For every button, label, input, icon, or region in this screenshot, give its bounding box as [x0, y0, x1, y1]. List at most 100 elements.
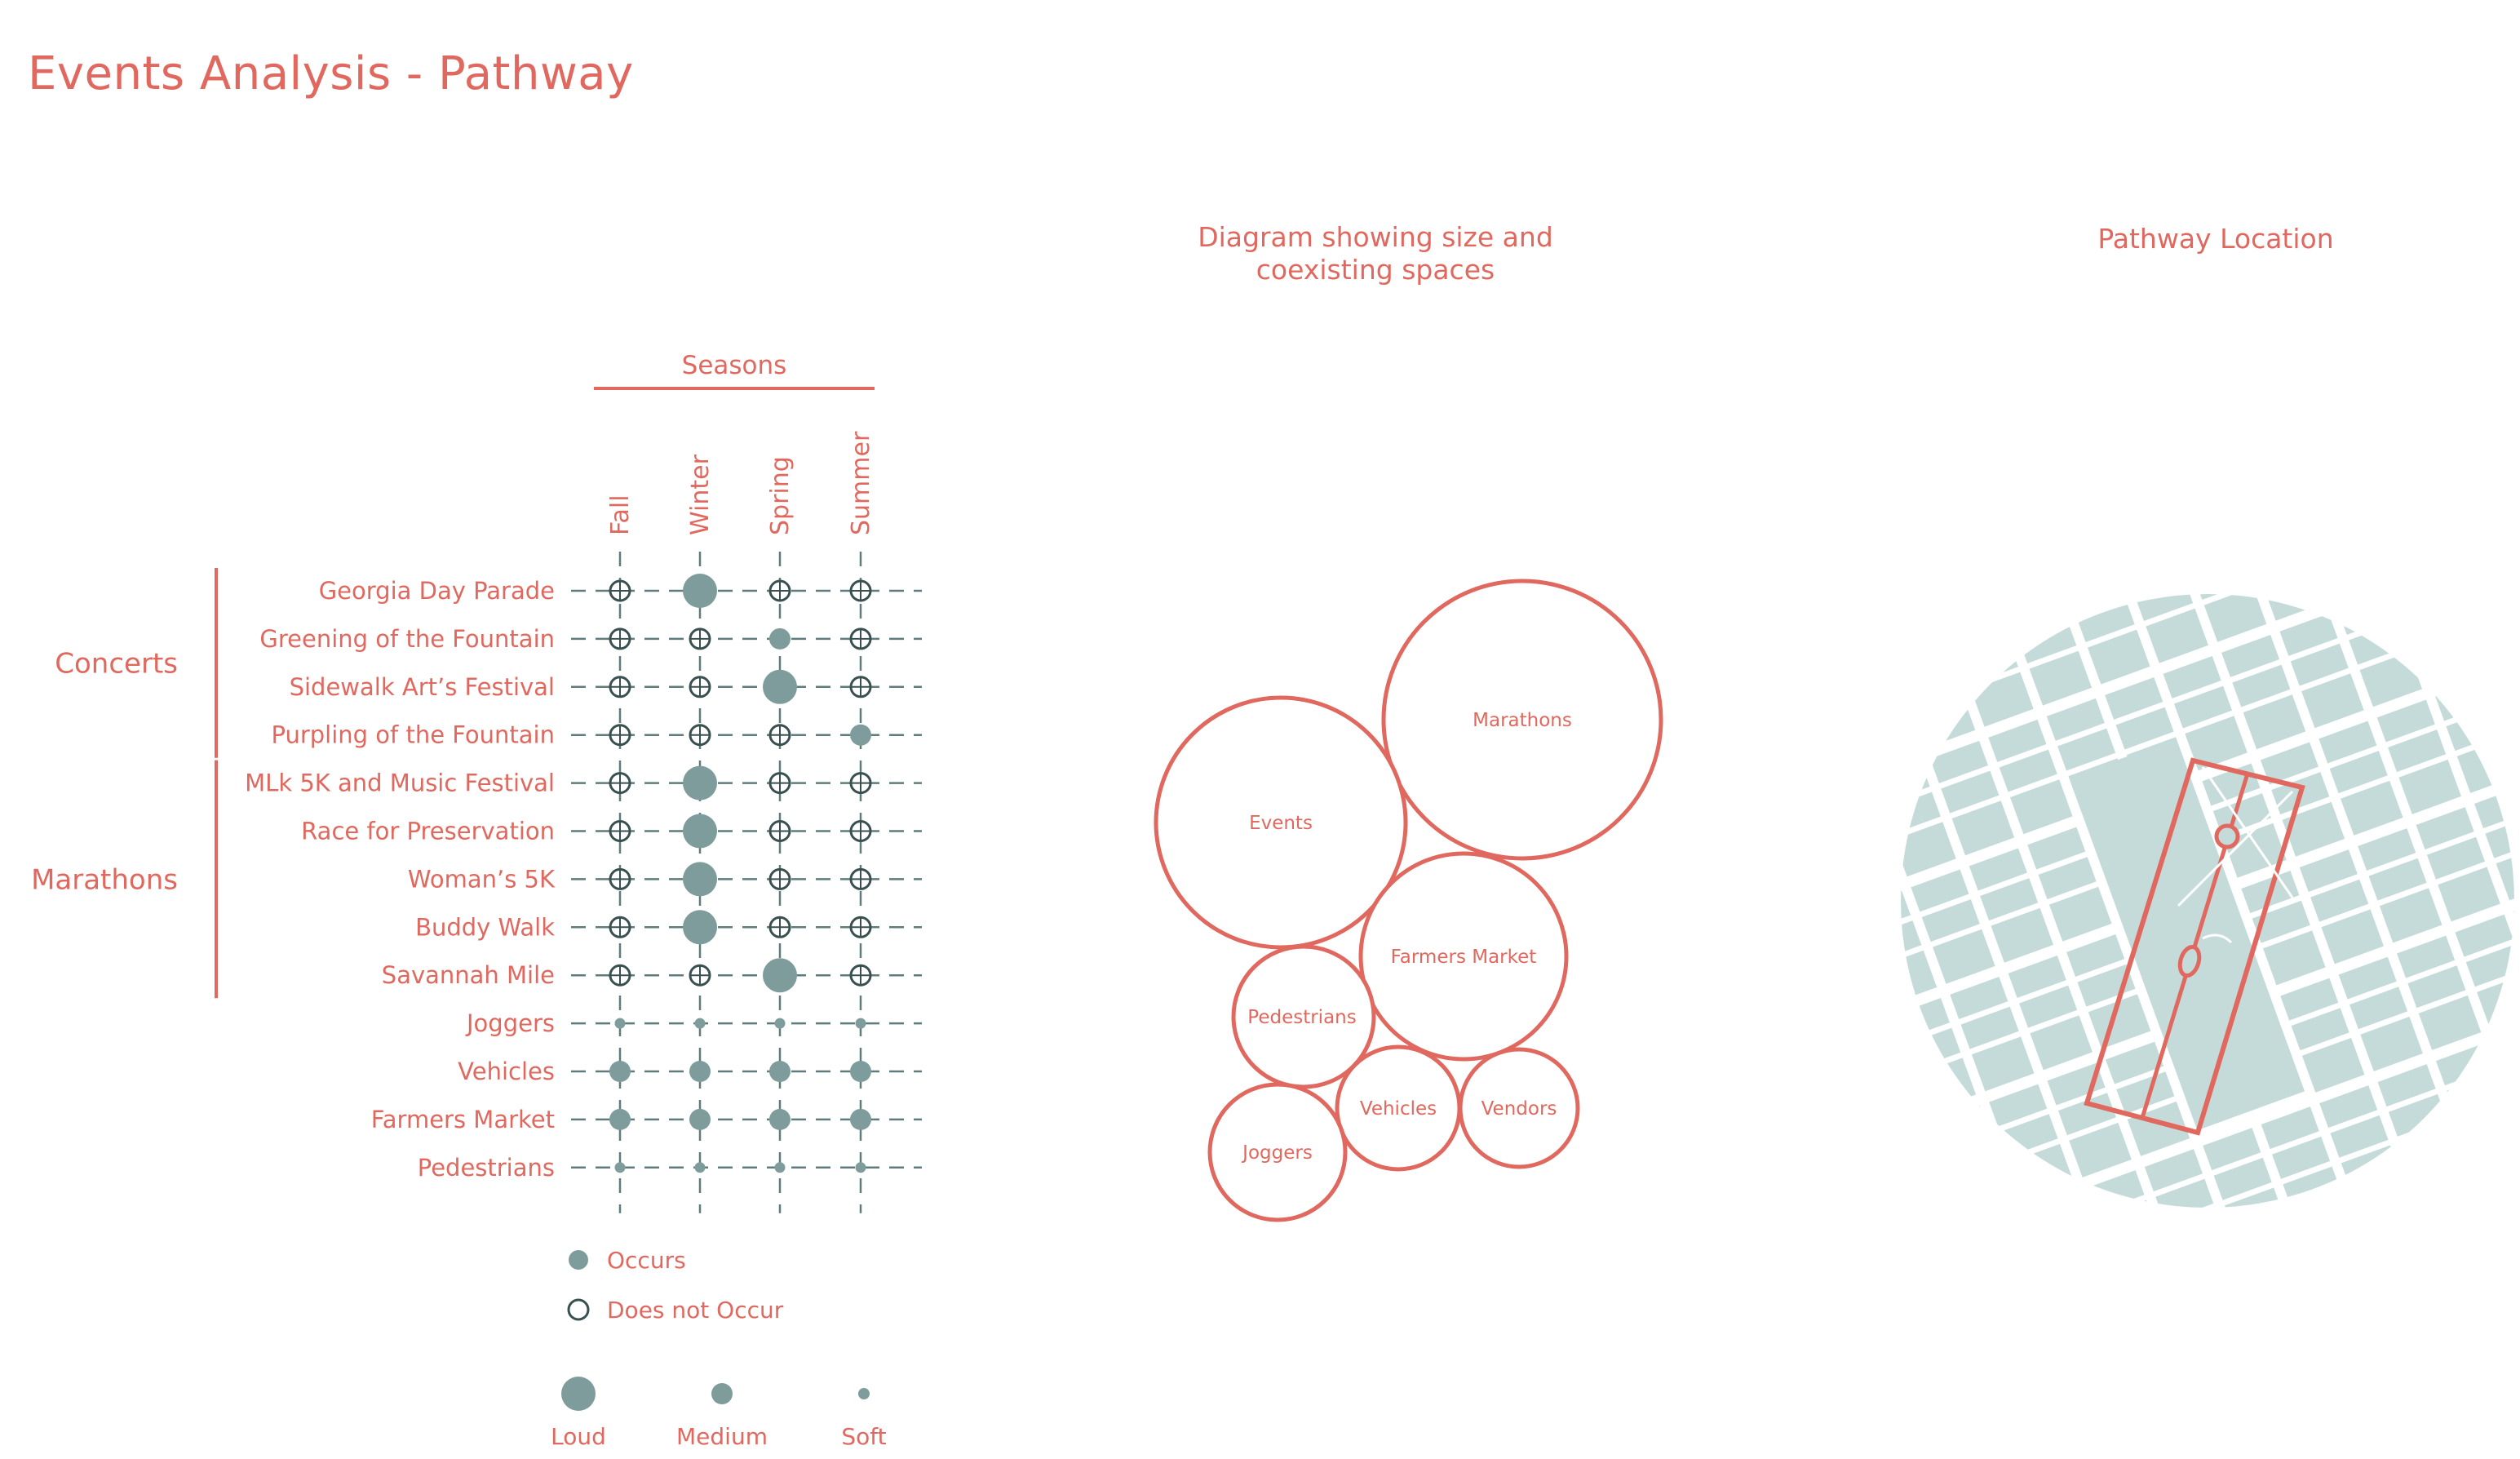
city-block — [1774, 676, 1832, 718]
row-label: Sidewalk Art’s Festival — [290, 673, 555, 701]
row-label: Pedestrians — [418, 1154, 555, 1182]
city-block — [2097, 1200, 2155, 1208]
city-block — [2358, 828, 2416, 871]
city-block — [2319, 1085, 2378, 1129]
city-block — [1980, 878, 2039, 921]
city-block — [1969, 848, 2027, 891]
city-block — [2007, 594, 2066, 634]
city-block — [1988, 719, 2047, 762]
bubble-marathons — [1381, 579, 1663, 861]
city-block — [1775, 1040, 1833, 1083]
city-block — [2221, 634, 2280, 677]
city-block — [2010, 779, 2073, 835]
city-block — [2418, 995, 2482, 1050]
row-label: MLk 5K and Music Festival — [245, 769, 555, 797]
city-block — [1970, 1213, 2028, 1255]
city-block — [1853, 1255, 1911, 1297]
city-block — [2243, 694, 2306, 750]
events-season-matrix: Seasons Fall Winter Spring Summer Concerts M… — [31, 351, 922, 1213]
city-block — [1981, 1243, 2039, 1285]
city-block — [1888, 1350, 1946, 1393]
city-block — [2088, 994, 2151, 1049]
row-label: Race for Preservation — [301, 818, 555, 845]
bubble-joggers — [1207, 1082, 1348, 1222]
city-block — [1786, 706, 1844, 748]
city-block — [1836, 843, 1898, 898]
does-not-occur-legend-marker — [567, 1298, 590, 1321]
city-block — [2513, 529, 2520, 571]
city-block — [2349, 987, 2408, 1030]
city-block — [1901, 685, 1902, 727]
city-block — [2291, 1008, 2349, 1051]
city-block — [2155, 1178, 2214, 1208]
city-block — [2261, 1106, 2319, 1150]
city-block — [2050, 1251, 2108, 1293]
city-block — [2310, 879, 2369, 922]
city-block — [1902, 663, 1960, 706]
city-block — [2310, 515, 2367, 557]
city-block — [1708, 856, 1766, 898]
city-block — [2379, 524, 2442, 579]
city-block — [1814, 1148, 1872, 1191]
city-block — [2252, 900, 2310, 943]
city-block — [2066, 934, 2125, 978]
city-blocks — [1658, 515, 2520, 1393]
city-block — [1824, 814, 1882, 856]
season-label-winter: Winter — [686, 454, 715, 535]
medium-legend-marker — [711, 1383, 733, 1404]
city-block — [1901, 920, 1922, 964]
bubble-events — [1154, 695, 1408, 950]
city-block — [2301, 673, 2364, 729]
city-block — [1747, 963, 1805, 1005]
cell-occurs-soft — [614, 1018, 626, 1029]
city-block — [2513, 893, 2514, 936]
city-block — [1991, 907, 2054, 963]
city-block — [1658, 718, 1716, 761]
row-label: Woman’s 5K — [408, 865, 556, 893]
cell-occurs-medium — [609, 1061, 631, 1082]
city-block — [2438, 867, 2500, 922]
city-block — [2004, 1308, 2062, 1350]
city-block — [1989, 1084, 2048, 1127]
city-block — [1949, 612, 2008, 655]
city-block — [2388, 1093, 2447, 1137]
city-block — [2379, 888, 2442, 943]
city-block — [1911, 1234, 1969, 1276]
city-block — [2163, 655, 2221, 698]
city-block — [1797, 1100, 1860, 1155]
city-block — [1946, 1329, 2004, 1372]
city-block — [2354, 1180, 2412, 1208]
bubble-diagram-title-line2: coexisting spaces — [1256, 254, 1495, 286]
city-block — [2416, 807, 2474, 850]
legend-loud: Loud — [551, 1423, 606, 1450]
city-block — [1864, 1285, 1922, 1328]
bubble-diagram-title-line1: Diagram showing size and — [1198, 221, 1553, 253]
city-block — [1901, 714, 1917, 769]
city-block — [2027, 827, 2086, 870]
city-block — [1805, 942, 1863, 984]
city-block — [2397, 935, 2456, 978]
cell-occurs-soft — [774, 1018, 786, 1029]
bubble-vendors — [1458, 1047, 1580, 1169]
city-block — [2108, 1230, 2166, 1272]
cell-occurs-soft — [774, 1162, 786, 1173]
city-block — [2321, 909, 2384, 965]
city-block — [1836, 1208, 1899, 1262]
city-block — [2330, 1115, 2389, 1158]
bubble-pedestrians — [1231, 944, 1376, 1089]
city-block — [2062, 1287, 2120, 1329]
city-block — [1901, 1049, 1902, 1092]
city-block — [2203, 594, 2267, 642]
city-block — [2048, 886, 2112, 942]
loud-legend-marker — [561, 1377, 596, 1411]
cell-occurs-medium — [609, 1108, 631, 1130]
bubble-label-vehicles: Vehicles — [1360, 1098, 1437, 1120]
map-title: Pathway Location — [2097, 223, 2333, 255]
city-block — [1921, 899, 1980, 942]
city-block — [2213, 1157, 2272, 1200]
city-block — [2360, 1016, 2423, 1071]
city-block — [1933, 1293, 1991, 1336]
city-block — [1796, 736, 1859, 791]
city-block — [1777, 864, 1840, 919]
